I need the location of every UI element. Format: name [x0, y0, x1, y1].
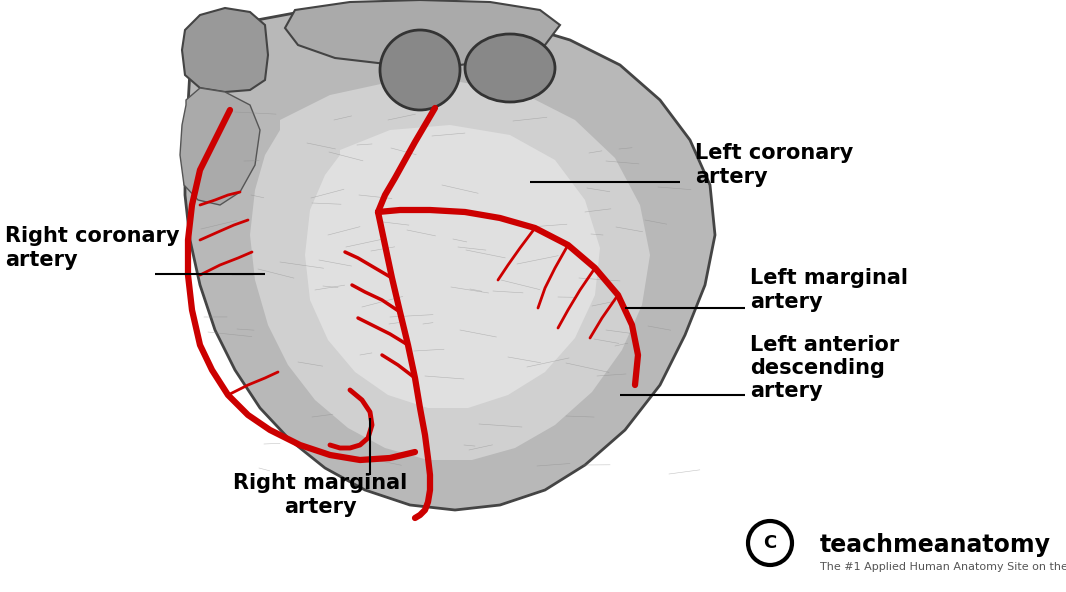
Polygon shape: [180, 88, 260, 205]
Polygon shape: [182, 8, 268, 92]
Text: Left coronary
artery: Left coronary artery: [695, 143, 853, 186]
Polygon shape: [251, 82, 650, 460]
Text: Left marginal
artery: Left marginal artery: [750, 268, 908, 311]
Circle shape: [748, 521, 792, 565]
Polygon shape: [305, 125, 600, 408]
Polygon shape: [185, 8, 715, 510]
Text: Left anterior
descending
artery: Left anterior descending artery: [750, 335, 900, 401]
Text: teachmeanatomy: teachmeanatomy: [820, 533, 1051, 557]
Text: The #1 Applied Human Anatomy Site on the Web.: The #1 Applied Human Anatomy Site on the…: [820, 562, 1066, 572]
Text: Right marginal
artery: Right marginal artery: [232, 474, 407, 517]
Text: C: C: [763, 534, 777, 552]
Polygon shape: [285, 0, 560, 65]
Ellipse shape: [465, 34, 555, 102]
Text: Right coronary
artery: Right coronary artery: [5, 226, 179, 269]
Ellipse shape: [379, 30, 461, 110]
